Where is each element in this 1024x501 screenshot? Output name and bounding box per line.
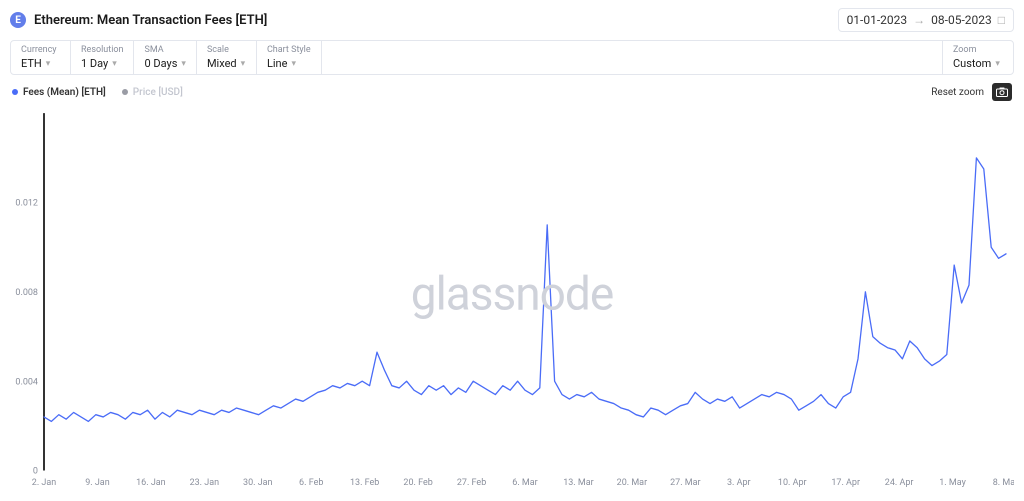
chart-style-value: Line <box>267 57 288 70</box>
currency-selector[interactable]: Currency ETH ▾ <box>11 41 71 74</box>
chevron-down-icon: ▾ <box>46 59 51 69</box>
svg-text:20. Mar: 20. Mar <box>617 478 647 488</box>
svg-text:13. Feb: 13. Feb <box>350 478 379 488</box>
resolution-label: Resolution <box>81 45 123 55</box>
chart-area[interactable]: glassnode 00.0040.0080.0122. Jan9. Jan16… <box>10 105 1014 493</box>
date-end: 08-05-2023 <box>931 13 992 27</box>
svg-text:9. Jan: 9. Jan <box>85 478 109 488</box>
svg-text:24. Apr: 24. Apr <box>885 478 914 488</box>
date-clear-icon[interactable]: □ <box>998 13 1005 27</box>
svg-text:16. Jan: 16. Jan <box>136 478 166 488</box>
toolbar-spacer <box>322 41 943 74</box>
svg-text:1. May: 1. May <box>939 478 966 488</box>
svg-text:27. Feb: 27. Feb <box>457 478 486 488</box>
svg-text:27. Mar: 27. Mar <box>670 478 700 488</box>
chart-toolbar: Currency ETH ▾ Resolution 1 Day ▾ SMA 0 Da… <box>10 40 1014 75</box>
date-range-picker[interactable]: 01-01-2023 → 08-05-2023 □ <box>838 8 1014 32</box>
legend-dot-2 <box>122 89 128 95</box>
svg-text:0.004: 0.004 <box>15 377 38 387</box>
camera-icon <box>996 87 1008 97</box>
svg-text:13. Mar: 13. Mar <box>563 478 593 488</box>
sma-selector[interactable]: SMA 0 Days ▾ <box>134 41 196 74</box>
zoom-value: Custom <box>953 57 991 70</box>
zoom-selector[interactable]: Zoom Custom ▾ <box>943 41 1013 74</box>
legend-label-1: Fees (Mean) [ETH] <box>23 87 106 98</box>
sma-value: 0 Days <box>144 57 177 70</box>
svg-text:30. Jan: 30. Jan <box>243 478 273 488</box>
currency-value: ETH <box>21 57 42 70</box>
resolution-value: 1 Day <box>81 57 108 70</box>
svg-text:2. Jan: 2. Jan <box>32 478 56 488</box>
sma-label: SMA <box>144 45 185 55</box>
svg-text:17. Apr: 17. Apr <box>831 478 860 488</box>
resolution-selector[interactable]: Resolution 1 Day ▾ <box>71 41 134 74</box>
scale-selector[interactable]: Scale Mixed ▾ <box>197 41 257 74</box>
chevron-down-icon: ▾ <box>241 59 246 69</box>
legend-dot-1 <box>12 89 18 95</box>
scale-value: Mixed <box>207 57 237 70</box>
svg-text:0: 0 <box>33 467 38 477</box>
svg-text:8. May: 8. May <box>993 478 1014 488</box>
svg-text:23. Jan: 23. Jan <box>190 478 220 488</box>
line-chart: 0 0.004 0.008 0.012 2. Jan 9. Jan 16. Jan 23. J… <box>10 105 1014 493</box>
chart-style-selector[interactable]: Chart Style Line▾ <box>257 41 322 74</box>
chevron-down-icon: ▾ <box>112 59 117 69</box>
date-start: 01-01-2023 <box>847 13 908 27</box>
legend-series-2[interactable]: Price [USD] <box>122 87 183 98</box>
date-separator: → <box>913 13 925 27</box>
chevron-down-icon: ▾ <box>995 59 1000 69</box>
chart-style-label: Chart Style <box>267 45 311 55</box>
chevron-down-icon: ▾ <box>181 59 186 69</box>
svg-text:0.008: 0.008 <box>15 288 38 298</box>
svg-text:6. Mar: 6. Mar <box>512 478 537 488</box>
scale-label: Scale <box>207 45 246 55</box>
svg-text:3. Apr: 3. Apr <box>727 478 751 488</box>
legend-label-2: Price [USD] <box>133 87 183 98</box>
svg-text:6. Feb: 6. Feb <box>299 478 323 488</box>
screenshot-button[interactable] <box>992 83 1012 101</box>
legend-series-1[interactable]: Fees (Mean) [ETH] <box>12 87 106 98</box>
svg-text:20. Feb: 20. Feb <box>403 478 432 488</box>
zoom-label: Zoom <box>953 45 1003 55</box>
svg-text:0.012: 0.012 <box>15 199 38 209</box>
ethereum-icon: E <box>10 12 26 28</box>
currency-label: Currency <box>21 45 60 55</box>
page-title: Ethereum: Mean Transaction Fees [ETH] <box>34 13 267 28</box>
chevron-down-icon: ▾ <box>291 59 296 69</box>
reset-zoom-button[interactable]: Reset zoom <box>931 87 984 98</box>
svg-text:10. Apr: 10. Apr <box>778 478 807 488</box>
